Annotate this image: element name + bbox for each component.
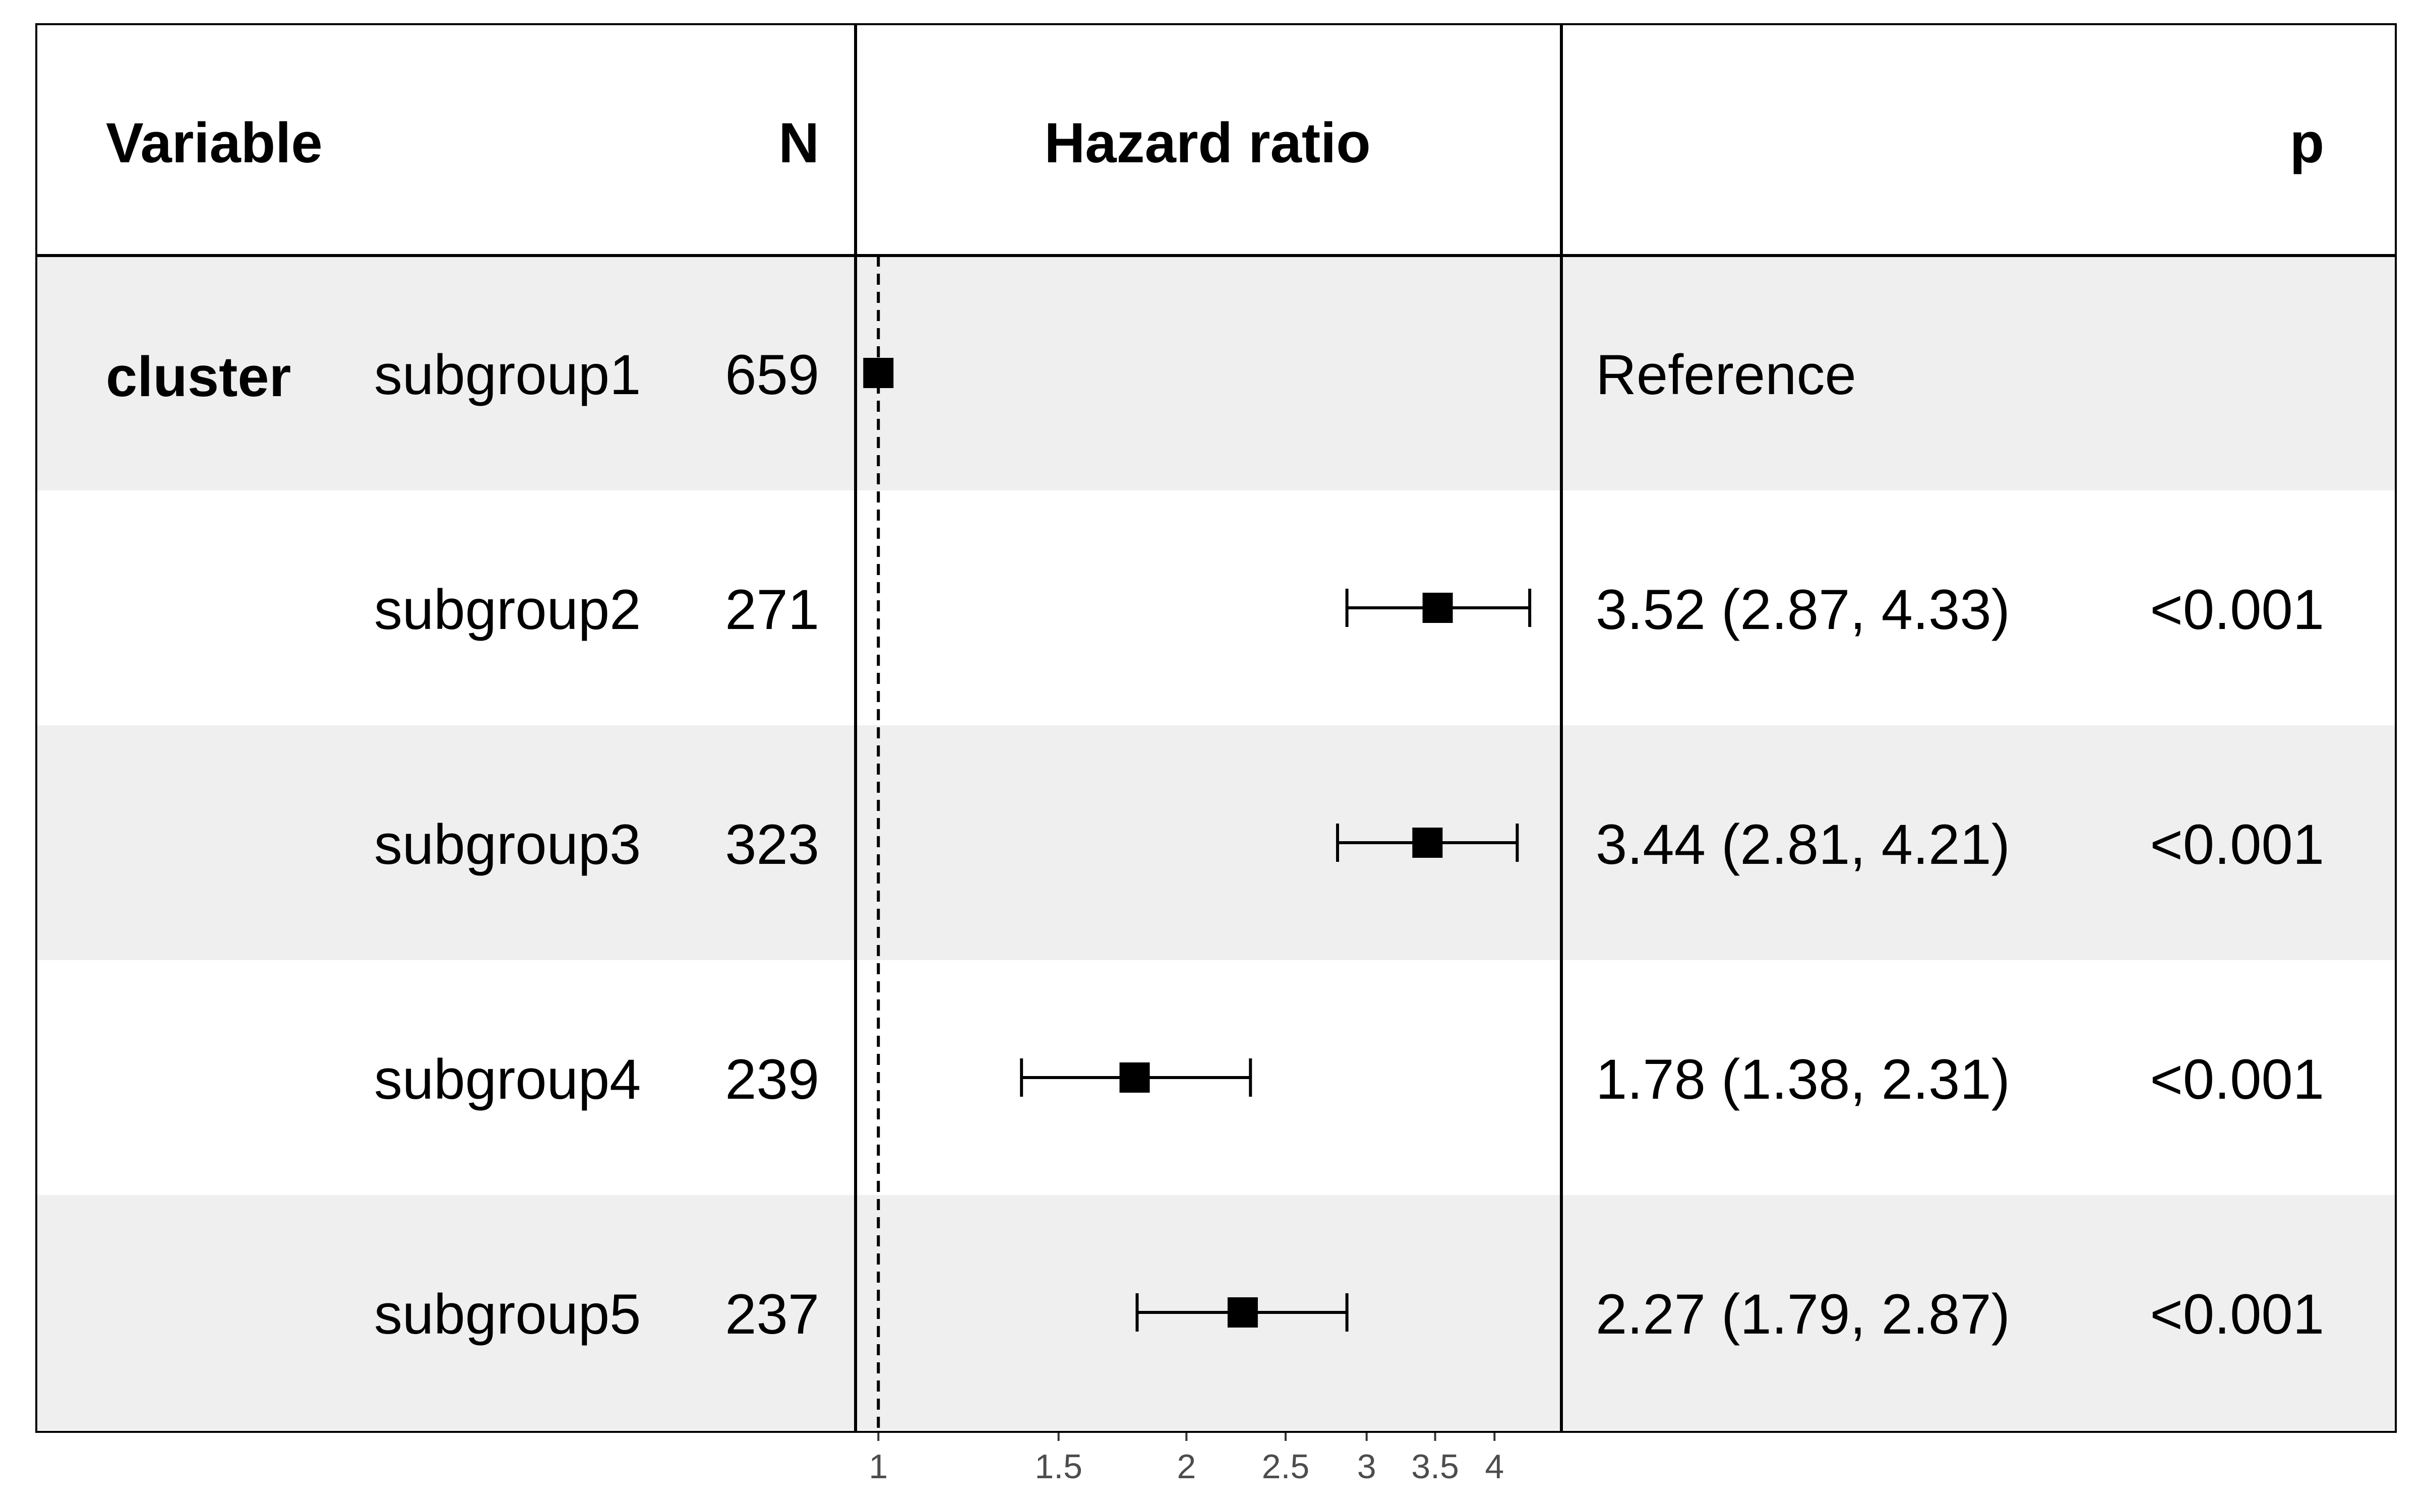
- row-n-value: 659: [725, 343, 819, 406]
- row-level-label: subgroup5: [374, 1283, 641, 1346]
- header-hazard-ratio: Hazard ratio: [1044, 111, 1370, 174]
- header-p: p: [2290, 111, 2324, 174]
- point-estimate: [1227, 1297, 1258, 1328]
- plot-marks: [863, 256, 1532, 1432]
- point-estimate: [863, 358, 894, 388]
- row-p-value: <0.001: [2150, 1283, 2324, 1346]
- row-stripe: [36, 256, 2396, 490]
- row-n-value: 239: [725, 1048, 819, 1111]
- x-tick-label: 4: [1485, 1447, 1504, 1486]
- point-estimate: [1412, 828, 1443, 858]
- table-cells: subgroup1 659 Reference subgroup2 271 3.52 (2…: [374, 343, 2324, 1346]
- row-level-label: subgroup1: [374, 343, 641, 406]
- row-level-label: subgroup2: [374, 578, 641, 641]
- row-stripes: [36, 256, 2396, 1430]
- x-tick-label: 3: [1357, 1447, 1376, 1486]
- x-tick-label: 2.5: [1262, 1447, 1310, 1486]
- row-p-value: <0.001: [2150, 813, 2324, 876]
- row-n-value: 271: [725, 578, 819, 641]
- outer-border: [35, 23, 2397, 1433]
- variable-group-label: cluster: [106, 345, 291, 408]
- x-tick-label: 2: [1177, 1447, 1196, 1486]
- x-tick-label: 3.5: [1411, 1447, 1459, 1486]
- header-n: N: [778, 111, 819, 174]
- point-estimate: [1119, 1062, 1150, 1093]
- row-estimate: Reference: [1596, 343, 1856, 406]
- header-variable: Variable: [106, 111, 323, 174]
- row-n-value: 237: [725, 1283, 819, 1346]
- row-stripe: [36, 725, 2396, 960]
- row-estimate: 2.27 (1.79, 2.87): [1596, 1283, 2010, 1346]
- row-level-label: subgroup4: [374, 1048, 641, 1111]
- row-estimate: 1.78 (1.38, 2.31): [1596, 1048, 2010, 1111]
- row-level-label: subgroup3: [374, 813, 641, 876]
- row-p-value: <0.001: [2150, 578, 2324, 641]
- row-estimate: 3.52 (2.87, 4.33): [1596, 578, 2010, 641]
- row-p-value: <0.001: [2150, 1048, 2324, 1111]
- x-tick-label: 1: [869, 1447, 888, 1486]
- table-frame: [35, 23, 2397, 1433]
- x-tick-label: 1.5: [1035, 1447, 1082, 1486]
- point-estimate: [1422, 593, 1453, 623]
- row-estimate: 3.44 (2.81, 4.21): [1596, 813, 2010, 876]
- x-axis: 1 1.5 2 2.5 3 3.5 4: [869, 1432, 1504, 1486]
- row-n-value: 323: [725, 813, 819, 876]
